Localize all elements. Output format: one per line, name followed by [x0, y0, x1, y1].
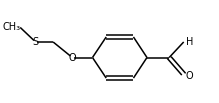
Text: CH₃: CH₃ [2, 22, 20, 32]
Text: H: H [186, 37, 193, 47]
Text: O: O [69, 53, 76, 63]
Text: S: S [32, 37, 39, 47]
Text: O: O [185, 71, 193, 81]
